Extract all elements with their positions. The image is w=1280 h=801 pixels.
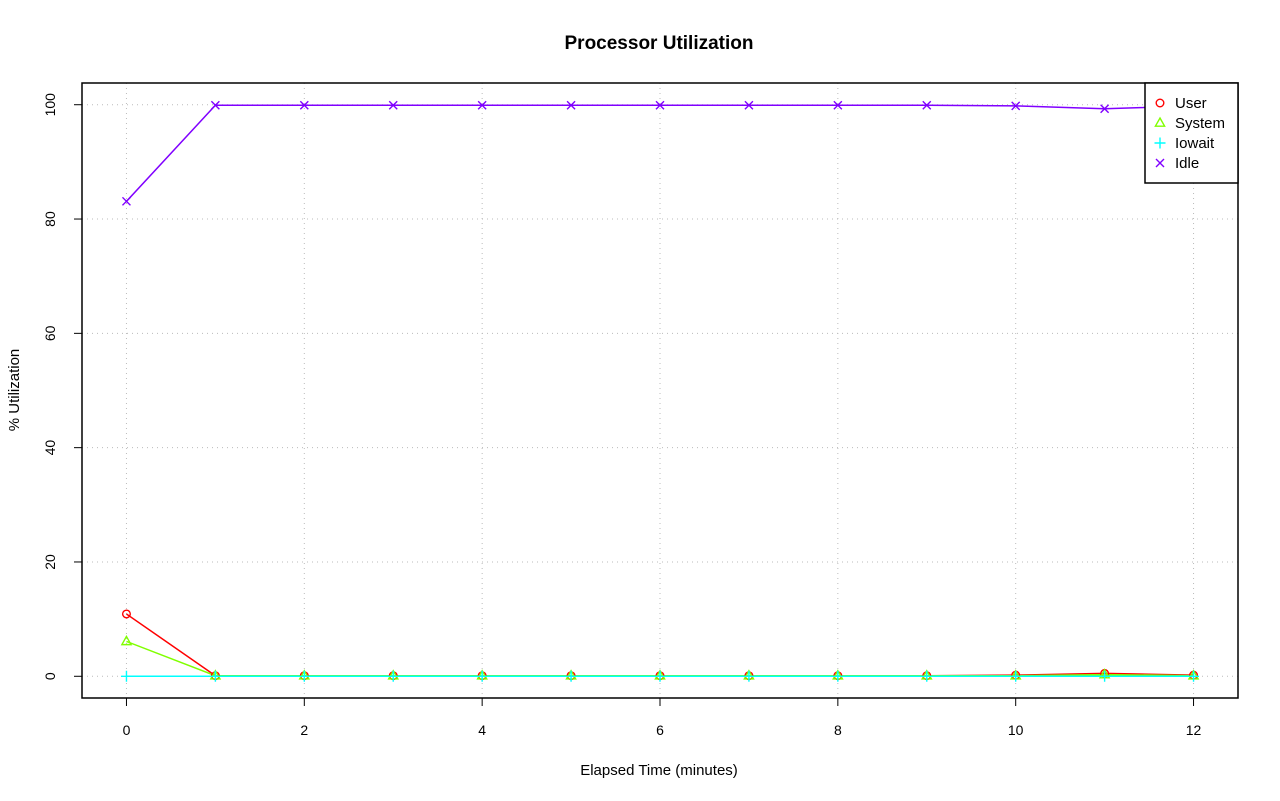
legend-marker-idle — [1155, 158, 1165, 168]
data-point-idle — [388, 100, 398, 110]
data-point-idle — [477, 100, 487, 110]
data-point-iowait — [743, 670, 755, 682]
x-tick-label: 0 — [123, 722, 131, 738]
data-point-idle — [744, 100, 754, 110]
legend-label-iowait: Iowait — [1175, 135, 1215, 152]
data-point-iowait — [476, 670, 488, 682]
x-axis: 0 2 4 6 8 10 12 — [123, 698, 1202, 738]
y-axis-label: % Utilization — [6, 349, 23, 432]
data-point-idle — [922, 100, 932, 110]
x-tick-label: 6 — [656, 722, 664, 738]
data-point-idle — [833, 100, 843, 110]
data-point-idle — [299, 100, 309, 110]
data-point-iowait — [209, 670, 221, 682]
y-axis: 0 20 40 60 80 100 — [42, 93, 82, 680]
legend-label-user: User — [1175, 95, 1207, 112]
y-tick-label: 80 — [42, 211, 58, 227]
data-point-iowait — [1099, 670, 1111, 682]
data-point-iowait — [1188, 670, 1200, 682]
data-point-iowait — [298, 670, 310, 682]
chart-title: Processor Utilization — [565, 33, 754, 54]
data-point-idle — [1100, 104, 1110, 114]
legend-marker-system — [1154, 116, 1166, 127]
x-tick-label: 4 — [478, 722, 486, 738]
series-lines — [125, 104, 1194, 678]
data-point-idle — [1011, 101, 1021, 111]
x-tick-label: 12 — [1186, 722, 1202, 738]
data-point-idle — [121, 196, 131, 206]
data-point-iowait — [1010, 670, 1022, 682]
data-point-iowait — [832, 670, 844, 682]
plot-frame — [81, 82, 1239, 699]
data-point-iowait — [565, 670, 577, 682]
data-point-idle — [655, 100, 665, 110]
data-point-iowait — [120, 670, 132, 682]
y-tick-label: 40 — [42, 440, 58, 456]
x-axis-label: Elapsed Time (minutes) — [580, 762, 738, 779]
legend-marker-user — [1155, 98, 1165, 108]
legend: User System Iowait Idle — [1144, 82, 1239, 184]
y-tick-label: 20 — [42, 554, 58, 570]
y-tick-label: 60 — [42, 325, 58, 341]
x-tick-label: 2 — [300, 722, 308, 738]
series-markers — [120, 100, 1200, 682]
data-point-iowait — [921, 670, 933, 682]
legend-label-idle: Idle — [1175, 155, 1199, 172]
data-point-system — [120, 634, 133, 646]
data-point-iowait — [654, 670, 666, 682]
data-point-user — [121, 609, 131, 619]
legend-marker-iowait — [1154, 137, 1166, 149]
data-point-iowait — [387, 670, 399, 682]
grid — [82, 83, 1238, 698]
x-tick-label: 10 — [1008, 722, 1024, 738]
y-tick-label: 100 — [42, 93, 58, 117]
data-point-idle — [566, 100, 576, 110]
legend-label-system: System — [1175, 115, 1225, 132]
x-tick-label: 8 — [834, 722, 842, 738]
data-point-idle — [210, 100, 220, 110]
y-tick-label: 0 — [42, 672, 58, 680]
